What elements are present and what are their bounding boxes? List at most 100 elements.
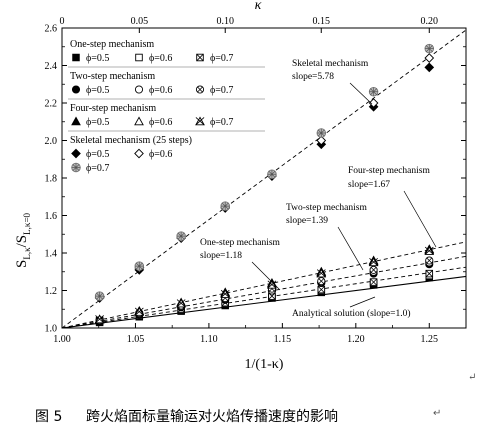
- legend-marker: [71, 162, 81, 173]
- fit-line: [62, 241, 466, 328]
- data-point: [176, 298, 187, 308]
- legend-marker: [71, 148, 81, 159]
- legend-entry-label: ϕ=0.5: [86, 117, 109, 128]
- top-tick-label: 0.20: [421, 16, 439, 27]
- data-point: [267, 169, 277, 179]
- svg-text:slope=5.78: slope=5.78: [292, 72, 334, 82]
- fit-line: [62, 266, 466, 328]
- legend-entry-label: ϕ=0.6: [149, 117, 172, 128]
- svg-text:One-step mechanism: One-step mechanism: [200, 238, 281, 248]
- data-point: [368, 98, 379, 108]
- data-point: [425, 269, 434, 278]
- legend-marker: [134, 85, 144, 94]
- x-axis-label: 1/(1-κ): [245, 357, 284, 372]
- legend-entry-label: ϕ=0.5: [86, 85, 109, 96]
- data-point: [317, 277, 326, 286]
- top-tick-label: 0.05: [131, 16, 149, 27]
- legend-marker: [72, 53, 80, 62]
- x-tick-label: 1.15: [274, 334, 292, 345]
- svg-text:slope=1.18: slope=1.18: [200, 251, 242, 261]
- data-point: [368, 257, 379, 267]
- x-tick-label: 1.05: [127, 334, 145, 345]
- x-tick-label: 1.20: [347, 334, 365, 345]
- data-point: [369, 278, 378, 286]
- svg-text:Four-step mechanism: Four-step mechanism: [348, 166, 430, 176]
- data-point: [425, 256, 434, 265]
- data-point: [424, 43, 435, 54]
- legend-marker: [196, 53, 204, 62]
- y-tick-label: 1.6: [45, 211, 58, 222]
- legend-entry-label: ϕ=0.5: [86, 149, 109, 160]
- svg-text:Two-step mechanism: Two-step mechanism: [286, 203, 367, 213]
- data-point: [317, 285, 326, 294]
- chart-figure: 1.00 1.05 1.10 1.15 1.20 1.25 1.0 1.2 1.4 1.6 1.8 2…: [14, 0, 467, 372]
- legend-group-title: Two-step mechanism: [70, 71, 155, 82]
- data-point: [424, 246, 435, 255]
- data-point: [134, 307, 145, 316]
- data-point: [424, 62, 435, 73]
- top-tick-label: 0.15: [313, 16, 331, 27]
- data-point: [220, 201, 230, 211]
- data-point: [368, 86, 379, 97]
- y-tick-label: 2.6: [45, 24, 58, 35]
- legend-marker: [134, 116, 144, 126]
- legend-marker: [71, 116, 81, 126]
- y-tick-label: 1.4: [45, 249, 58, 260]
- data-point: [316, 128, 327, 138]
- y-tick-label: 1.8: [45, 174, 58, 185]
- legend-entry-label: ϕ=0.6: [149, 149, 172, 160]
- data-point: [369, 265, 378, 274]
- svg-text:slope=1.39: slope=1.39: [286, 216, 328, 226]
- legend-marker: [71, 85, 81, 94]
- legend-entry-label: ϕ=0.6: [149, 53, 172, 64]
- data-point: [134, 261, 145, 271]
- top-axis-label: κ: [255, 0, 262, 13]
- svg-text:Skeletal mechanism: Skeletal mechanism: [292, 59, 369, 69]
- data-point: [176, 231, 186, 241]
- legend-entry-label: ϕ=0.6: [149, 85, 172, 96]
- y-tick-label: 2.2: [45, 99, 58, 110]
- legend: One-step mechanism ϕ=0.5 ϕ=0.6 ϕ=0.7 Two-ste…: [68, 39, 265, 174]
- annotation-two-step: Two-step mechanism slope=1.39: [286, 203, 367, 271]
- data-point: [316, 268, 327, 278]
- y-tick-label: 2.4: [45, 61, 58, 72]
- y-tick-label: 1.0: [45, 324, 58, 335]
- y-axis-label: SL,κ/SL,κ=0: [14, 212, 32, 268]
- legend-marker: [195, 85, 205, 94]
- data-point: [94, 291, 105, 301]
- fit-line: [62, 275, 466, 328]
- legend-entry-label: ϕ=0.7: [210, 85, 233, 96]
- legend-group-title: Four-step mechanism: [70, 103, 156, 114]
- legend-entry-label: ϕ=0.7: [210, 53, 233, 64]
- y-tick-label: 1.2: [45, 286, 58, 297]
- data-point: [424, 53, 435, 63]
- top-tick-label: 0.10: [216, 16, 234, 27]
- annotation-four-step: Four-step mechanism slope=1.67: [348, 166, 437, 248]
- data-point: [316, 135, 327, 146]
- y-tick-label: 2.0: [45, 136, 58, 147]
- caption-return-mark: ↵: [433, 408, 442, 419]
- legend-group-title: One-step mechanism: [70, 39, 154, 50]
- figure-caption: 图 5 跨火焰面标量输运对火焰传播速度的影响 ↵: [0, 402, 480, 426]
- legend-marker: [195, 116, 205, 126]
- x-tick-label: 1.00: [53, 334, 71, 345]
- top-tick-label: 0: [60, 16, 65, 27]
- fit-line: [62, 255, 466, 328]
- annotation-skeletal: Skeletal mechanism slope=5.78: [292, 59, 373, 105]
- svg-text:Analytical solution (slope=1.0: Analytical solution (slope=1.0): [292, 308, 411, 319]
- data-point: [220, 289, 231, 298]
- legend-entry-label: ϕ=0.7: [210, 117, 233, 128]
- annotation-analytical: Analytical solution (slope=1.0): [292, 296, 411, 319]
- legend-marker: [134, 148, 144, 159]
- return-mark: ↵: [468, 372, 477, 383]
- caption-label: 图 5: [35, 409, 63, 425]
- legend-entry-label: ϕ=0.5: [86, 53, 109, 64]
- x-tick-label: 1.25: [421, 334, 439, 345]
- legend-entry-label: ϕ=0.7: [86, 163, 109, 174]
- x-tick-label: 1.10: [200, 334, 218, 345]
- caption-text: 跨火焰面标量输运对火焰传播速度的影响: [86, 409, 338, 425]
- annotation-one-step: One-step mechanism slope=1.18: [200, 238, 281, 291]
- data-point: [94, 314, 105, 324]
- legend-group-title: Skeletal mechanism (25 steps): [70, 135, 192, 146]
- svg-text:slope=1.67: slope=1.67: [348, 180, 390, 190]
